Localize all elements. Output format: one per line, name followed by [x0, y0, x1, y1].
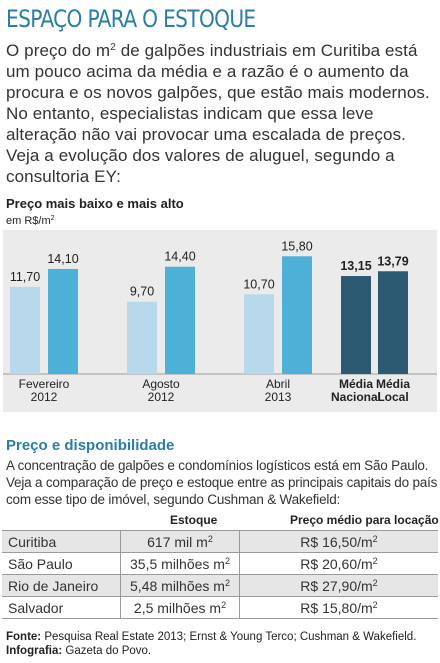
bar-value-label: 11,70: [10, 270, 40, 284]
bar: [165, 266, 195, 374]
price-superscript: 2: [372, 533, 378, 544]
price-superscript: 2: [372, 555, 378, 566]
section-text: A concentração de galpões e condomínios …: [6, 458, 438, 507]
city-cell: Rio de Janeiro: [2, 574, 121, 597]
source-text: Pesquisa Real Estate 2013; Ernst & Young…: [41, 631, 417, 643]
intro-paragraph: O preço do m2 de galpões industriais em …: [6, 40, 438, 187]
chart-unit-text: em R$/m: [6, 215, 51, 227]
price-cell: R$ 16,50/m2: [239, 530, 438, 553]
city-cell: Curitiba: [2, 530, 121, 553]
bar: [341, 276, 371, 374]
bar-value-label: 10,70: [243, 277, 274, 291]
chart-unit: em R$/m2: [6, 215, 55, 227]
page-title: ESPAÇO PARA O ESTOQUE: [6, 5, 256, 33]
price-value: R$ 27,90/m: [300, 577, 373, 594]
comparison-table: Curitiba 617 mil m2 R$ 16,50/m2 São Paul…: [2, 530, 438, 619]
price-bar-chart: 11,7014,10Fevereiro20129,7014,40Agosto20…: [3, 230, 437, 412]
price-cell: R$ 20,60/m2: [239, 552, 438, 575]
source-line: Fonte: Pesquisa Real Estate 2013; Ernst …: [6, 630, 416, 644]
stock-value: 617 mil m: [147, 533, 208, 550]
chart-unit-superscript: 2: [50, 215, 55, 222]
category-label: 2012: [31, 390, 58, 404]
city-cell: São Paulo: [2, 552, 121, 575]
category-label: Local: [377, 390, 408, 404]
table-row: Rio de Janeiro 5,48 milhões m2 R$ 27,90/…: [2, 574, 438, 597]
price-cell: R$ 15,80/m2: [239, 596, 438, 619]
price-value: R$ 20,60/m: [300, 555, 373, 572]
stock-cell: 35,5 milhões m2: [120, 552, 240, 575]
bar-value-label: 14,10: [47, 252, 78, 266]
price-cell: R$ 27,90/m2: [239, 574, 438, 597]
stock-superscript: 2: [224, 577, 230, 588]
bar-value-label: 14,40: [164, 250, 195, 264]
city-cell: Salvador: [2, 596, 121, 619]
bar: [378, 271, 408, 374]
bar-value-label: 13,79: [377, 254, 408, 268]
bar: [127, 301, 157, 374]
stock-value: 5,48 milhões m: [130, 577, 225, 594]
price-superscript: 2: [372, 599, 378, 610]
intro-text-start: O preço do m: [6, 41, 111, 60]
stock-cell: 617 mil m2: [120, 530, 240, 553]
category-label: Agosto: [142, 377, 180, 391]
stock-superscript: 2: [207, 533, 213, 544]
bar-value-label: 9,70: [130, 285, 154, 299]
stock-superscript: 2: [221, 599, 227, 610]
category-label: Abril: [266, 377, 290, 391]
stock-value: 35,5 milhões m: [130, 555, 225, 572]
chart-title: Preço mais baixo e mais alto: [6, 196, 184, 211]
source-label: Fonte:: [6, 631, 42, 643]
category-label: 2012: [148, 390, 175, 404]
bar-value-label: 13,15: [340, 259, 371, 273]
category-label: 2013: [265, 390, 292, 404]
price-value: R$ 15,80/m: [300, 599, 373, 616]
bar-value-label: 15,80: [281, 239, 312, 253]
intro-superscript: 2: [110, 42, 116, 53]
table-header-price: Preço médio para locação: [290, 513, 439, 527]
category-label: Média: [376, 377, 410, 391]
table-row: São Paulo 35,5 milhões m2 R$ 20,60/m2: [2, 552, 438, 575]
infographic-label: Infografia:: [6, 645, 63, 657]
category-label: Média: [339, 377, 373, 391]
bar: [282, 256, 312, 374]
source-note: Fonte: Pesquisa Real Estate 2013; Ernst …: [6, 630, 416, 658]
price-value: R$ 16,50/m: [300, 533, 373, 550]
bar: [244, 294, 274, 374]
stock-value: 2,5 milhões m: [133, 599, 222, 616]
table-row: Curitiba 617 mil m2 R$ 16,50/m2: [2, 530, 438, 553]
category-label: Fevereiro: [19, 377, 70, 391]
section-title: Preço e disponibilidade: [6, 437, 175, 454]
stock-cell: 5,48 milhões m2: [120, 574, 240, 597]
table-row: Salvador 2,5 milhões m2 R$ 15,80/m2: [2, 596, 438, 619]
table-header-stock: Estoque: [170, 513, 218, 527]
category-label: Nacional: [331, 390, 381, 404]
infographic-line: Infografia: Gazeta do Povo.: [6, 644, 416, 658]
infographic-text: Gazeta do Povo.: [62, 645, 152, 657]
price-superscript: 2: [372, 577, 378, 588]
stock-cell: 2,5 milhões m2: [120, 596, 240, 619]
bar: [10, 286, 40, 374]
intro-text-rest: de galpões industriais em Curitiba está …: [6, 41, 430, 186]
stock-superscript: 2: [224, 555, 230, 566]
bar: [48, 268, 78, 374]
